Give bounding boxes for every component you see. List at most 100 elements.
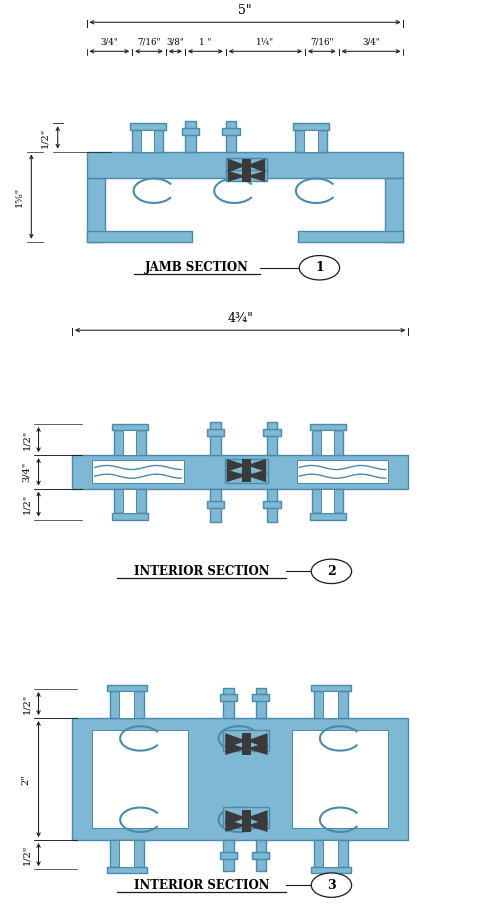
Bar	[297, 460, 388, 483]
Bar	[72, 455, 408, 489]
Text: INTERIOR SECTION: INTERIOR SECTION	[134, 565, 270, 578]
Text: JAMB SECTION: JAMB SECTION	[145, 261, 249, 274]
Bar	[207, 501, 224, 508]
Bar	[225, 459, 268, 472]
Bar	[223, 687, 234, 718]
Text: 1 ": 1 "	[199, 38, 212, 47]
Circle shape	[299, 255, 340, 280]
Bar	[225, 470, 268, 483]
Bar	[141, 130, 154, 152]
Polygon shape	[225, 819, 246, 832]
Bar	[220, 694, 237, 701]
Text: 7/16": 7/16"	[137, 38, 161, 47]
Bar	[210, 489, 221, 522]
Polygon shape	[246, 733, 268, 748]
Bar	[185, 121, 196, 152]
Bar	[311, 867, 351, 873]
Bar	[223, 807, 270, 828]
Text: 3/4": 3/4"	[362, 38, 380, 47]
Bar	[321, 489, 334, 513]
Bar	[242, 171, 251, 182]
Bar	[220, 852, 237, 859]
Bar	[242, 743, 251, 755]
Bar	[314, 840, 348, 867]
Bar	[314, 691, 348, 718]
Circle shape	[311, 559, 352, 584]
Bar	[323, 691, 338, 718]
Bar	[242, 733, 251, 748]
Bar	[132, 130, 163, 152]
Polygon shape	[246, 819, 268, 832]
Bar	[252, 852, 270, 859]
Bar	[87, 152, 403, 177]
Bar	[304, 130, 318, 152]
Bar	[226, 121, 236, 152]
Bar	[222, 128, 240, 135]
Polygon shape	[246, 811, 268, 825]
Text: 1⅝": 1⅝"	[15, 187, 24, 207]
Text: 3/4": 3/4"	[22, 461, 31, 482]
Bar	[312, 430, 343, 455]
Circle shape	[311, 873, 352, 897]
Bar	[114, 489, 146, 513]
Bar	[321, 430, 334, 455]
Text: 2: 2	[327, 565, 336, 578]
Text: 3/8": 3/8"	[167, 38, 184, 47]
Bar	[293, 123, 329, 130]
Bar	[72, 718, 408, 840]
Bar	[295, 130, 327, 152]
Bar	[92, 731, 188, 828]
Text: 1/2": 1/2"	[22, 494, 31, 515]
Bar	[130, 123, 166, 130]
Bar	[107, 867, 147, 873]
Text: 3/4": 3/4"	[100, 38, 118, 47]
Text: 5": 5"	[238, 4, 252, 17]
Bar	[112, 513, 148, 519]
Text: 4¾": 4¾"	[227, 312, 253, 325]
Bar	[119, 840, 134, 867]
Bar	[107, 685, 147, 691]
Text: 2": 2"	[22, 774, 31, 785]
Polygon shape	[246, 158, 265, 173]
Bar	[210, 422, 221, 455]
Text: 1/2": 1/2"	[40, 127, 49, 148]
Bar	[256, 687, 266, 718]
Bar	[114, 430, 146, 455]
Bar	[242, 819, 251, 832]
Bar	[87, 177, 105, 242]
Polygon shape	[246, 171, 265, 182]
Bar	[87, 231, 192, 242]
Bar	[310, 513, 346, 519]
Polygon shape	[246, 470, 266, 482]
Bar	[323, 840, 338, 867]
Bar	[298, 231, 403, 242]
Polygon shape	[228, 158, 246, 173]
Polygon shape	[225, 743, 246, 755]
Text: 1/2": 1/2"	[22, 693, 31, 714]
Polygon shape	[246, 743, 268, 755]
Bar	[112, 424, 148, 430]
Text: 7/16": 7/16"	[310, 38, 334, 47]
Bar	[226, 158, 267, 175]
Text: INTERIOR SECTION: INTERIOR SECTION	[134, 879, 270, 891]
Bar	[385, 177, 403, 242]
Text: 3: 3	[327, 879, 336, 891]
Bar	[267, 489, 277, 522]
Bar	[123, 430, 137, 455]
Bar	[223, 730, 270, 752]
Polygon shape	[228, 171, 246, 182]
Text: 1: 1	[315, 261, 324, 274]
Bar	[256, 840, 266, 870]
Polygon shape	[246, 459, 266, 471]
Text: 1/2": 1/2"	[22, 845, 31, 865]
Polygon shape	[225, 733, 246, 748]
Bar	[312, 489, 343, 513]
Bar	[311, 685, 351, 691]
Text: 1/2": 1/2"	[22, 429, 31, 449]
Bar	[263, 501, 281, 508]
Bar	[292, 731, 388, 828]
Polygon shape	[227, 459, 246, 471]
Polygon shape	[225, 811, 246, 825]
Bar	[242, 459, 251, 471]
Bar	[182, 128, 199, 135]
